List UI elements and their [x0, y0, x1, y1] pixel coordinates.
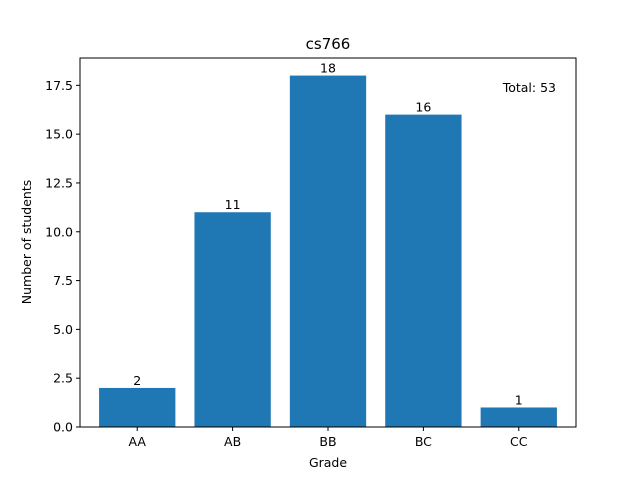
- y-tick-label: 5.0: [53, 322, 73, 337]
- data-labels-group: 2 11 18 16 1: [133, 61, 522, 408]
- chart-title: cs766: [306, 35, 351, 53]
- data-label-ab: 11: [225, 197, 241, 212]
- y-axis-label: Number of students: [19, 180, 34, 305]
- data-label-aa: 2: [133, 373, 141, 388]
- bar-aa: [99, 387, 176, 427]
- plot-frame: [79, 57, 577, 428]
- x-tick-label-bb: BB: [319, 434, 336, 449]
- data-label-cc: 1: [515, 392, 523, 407]
- bar-cc: [480, 407, 557, 427]
- y-tick-label: 0.0: [53, 420, 73, 435]
- y-tick-label: 10.0: [45, 224, 73, 239]
- x-tick-label-aa: AA: [129, 434, 147, 449]
- bars-group: [99, 75, 557, 428]
- data-label-bb: 18: [320, 61, 336, 76]
- x-axis-label: Grade: [309, 455, 347, 470]
- bar-bc: [385, 114, 462, 427]
- y-axis-ticks: 0.0 2.5 5.0 7.5 10.0 12.5 15.0 17.5: [45, 78, 80, 435]
- x-tick-label-bc: BC: [415, 434, 432, 449]
- x-axis-ticks: AA AB BB BC CC: [129, 427, 528, 449]
- y-tick-label: 12.5: [45, 175, 73, 190]
- x-tick-label-cc: CC: [510, 434, 528, 449]
- y-tick-label: 17.5: [45, 78, 73, 93]
- bar-bb: [289, 75, 367, 428]
- y-tick-label: 7.5: [53, 273, 73, 288]
- bar-ab: [194, 212, 271, 427]
- x-tick-label-ab: AB: [224, 434, 241, 449]
- y-tick-label: 15.0: [45, 127, 73, 142]
- data-label-bc: 16: [415, 100, 431, 115]
- y-tick-label: 2.5: [53, 371, 73, 386]
- total-annotation: Total: 53: [502, 80, 556, 95]
